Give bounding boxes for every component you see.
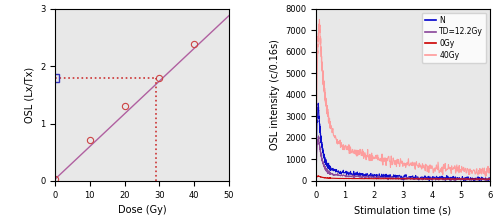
Y-axis label: OSL intensity (c/0.16s): OSL intensity (c/0.16s) [270, 39, 280, 150]
X-axis label: Dose (Gy): Dose (Gy) [118, 205, 166, 215]
Y-axis label: OSL (Lx/Tx): OSL (Lx/Tx) [24, 67, 34, 123]
Legend: N, TD=12.2Gy, 0Gy, 40Gy: N, TD=12.2Gy, 0Gy, 40Gy [422, 13, 486, 63]
X-axis label: Stimulation time (s): Stimulation time (s) [354, 205, 452, 215]
